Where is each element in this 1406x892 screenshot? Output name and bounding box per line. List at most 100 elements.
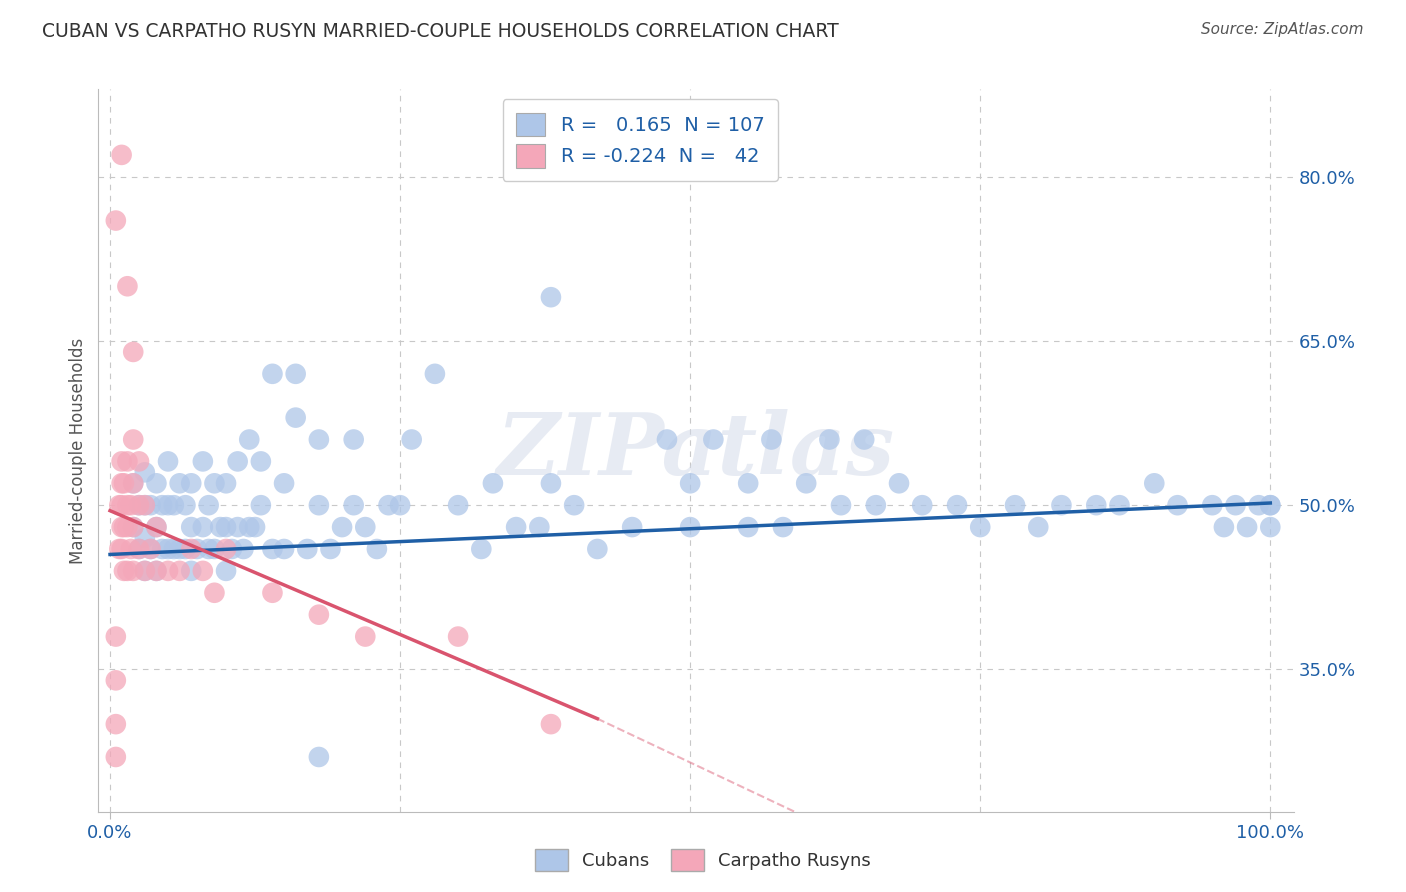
Point [197, 498, 219, 512]
Point [117, 498, 139, 512]
Point [226, 454, 249, 468]
Point [180, 564, 202, 578]
Point [145, 520, 167, 534]
Point [366, 541, 388, 556]
Point [702, 433, 724, 447]
Point [238, 520, 260, 534]
Point [250, 454, 273, 468]
Point [273, 541, 295, 556]
Point [180, 520, 202, 534]
Point [145, 564, 167, 578]
Point [262, 541, 284, 556]
Point [169, 476, 191, 491]
Point [232, 541, 254, 556]
Point [112, 520, 135, 534]
Point [104, 673, 127, 688]
Point [111, 520, 134, 534]
Point [761, 433, 783, 447]
Legend: R =   0.165  N = 107, R = -0.224  N =   42: R = 0.165 N = 107, R = -0.224 N = 42 [502, 99, 778, 181]
Point [134, 466, 156, 480]
Point [117, 454, 139, 468]
Point [1143, 476, 1166, 491]
Point [134, 498, 156, 512]
Point [128, 498, 150, 512]
Point [111, 454, 134, 468]
Point [191, 454, 214, 468]
Point [482, 476, 505, 491]
Point [1026, 520, 1049, 534]
Point [401, 433, 423, 447]
Point [111, 498, 134, 512]
Point [134, 564, 156, 578]
Point [169, 564, 191, 578]
Point [215, 476, 238, 491]
Point [679, 520, 702, 534]
Text: ZIPatlas: ZIPatlas [496, 409, 896, 492]
Point [354, 630, 377, 644]
Point [423, 367, 446, 381]
Point [122, 520, 145, 534]
Point [284, 367, 307, 381]
Point [122, 564, 145, 578]
Point [737, 520, 759, 534]
Point [145, 520, 167, 534]
Point [794, 476, 817, 491]
Point [204, 476, 226, 491]
Point [1212, 520, 1234, 534]
Point [111, 541, 134, 556]
Point [1050, 498, 1073, 512]
Point [226, 520, 249, 534]
Point [128, 454, 150, 468]
Point [343, 498, 366, 512]
Point [221, 541, 243, 556]
Point [679, 476, 702, 491]
Point [447, 630, 470, 644]
Point [145, 564, 167, 578]
Point [655, 433, 678, 447]
Point [163, 498, 186, 512]
Point [377, 498, 399, 512]
Point [540, 290, 562, 304]
Legend: Cubans, Carpatho Rusyns: Cubans, Carpatho Rusyns [529, 842, 877, 879]
Point [157, 564, 180, 578]
Point [157, 454, 180, 468]
Point [319, 541, 342, 556]
Point [1236, 520, 1258, 534]
Point [128, 541, 150, 556]
Y-axis label: Married-couple Households: Married-couple Households [69, 337, 87, 564]
Point [112, 476, 135, 491]
Point [215, 564, 238, 578]
Point [238, 433, 260, 447]
Point [262, 367, 284, 381]
Point [853, 433, 876, 447]
Point [150, 541, 173, 556]
Point [108, 498, 131, 512]
Point [169, 541, 191, 556]
Point [157, 541, 180, 556]
Point [389, 498, 412, 512]
Point [586, 541, 609, 556]
Point [1004, 498, 1026, 512]
Point [180, 476, 202, 491]
Point [737, 476, 759, 491]
Point [134, 564, 156, 578]
Point [122, 520, 145, 534]
Point [250, 498, 273, 512]
Point [1247, 498, 1270, 512]
Point [174, 498, 197, 512]
Point [343, 433, 366, 447]
Point [209, 520, 232, 534]
Point [108, 541, 131, 556]
Point [308, 433, 330, 447]
Point [1166, 498, 1188, 512]
Point [145, 476, 167, 491]
Point [911, 498, 934, 512]
Point [122, 476, 145, 491]
Point [120, 541, 142, 556]
Point [112, 564, 135, 578]
Point [772, 520, 794, 534]
Point [117, 520, 139, 534]
Point [117, 564, 139, 578]
Point [529, 520, 551, 534]
Point [330, 520, 353, 534]
